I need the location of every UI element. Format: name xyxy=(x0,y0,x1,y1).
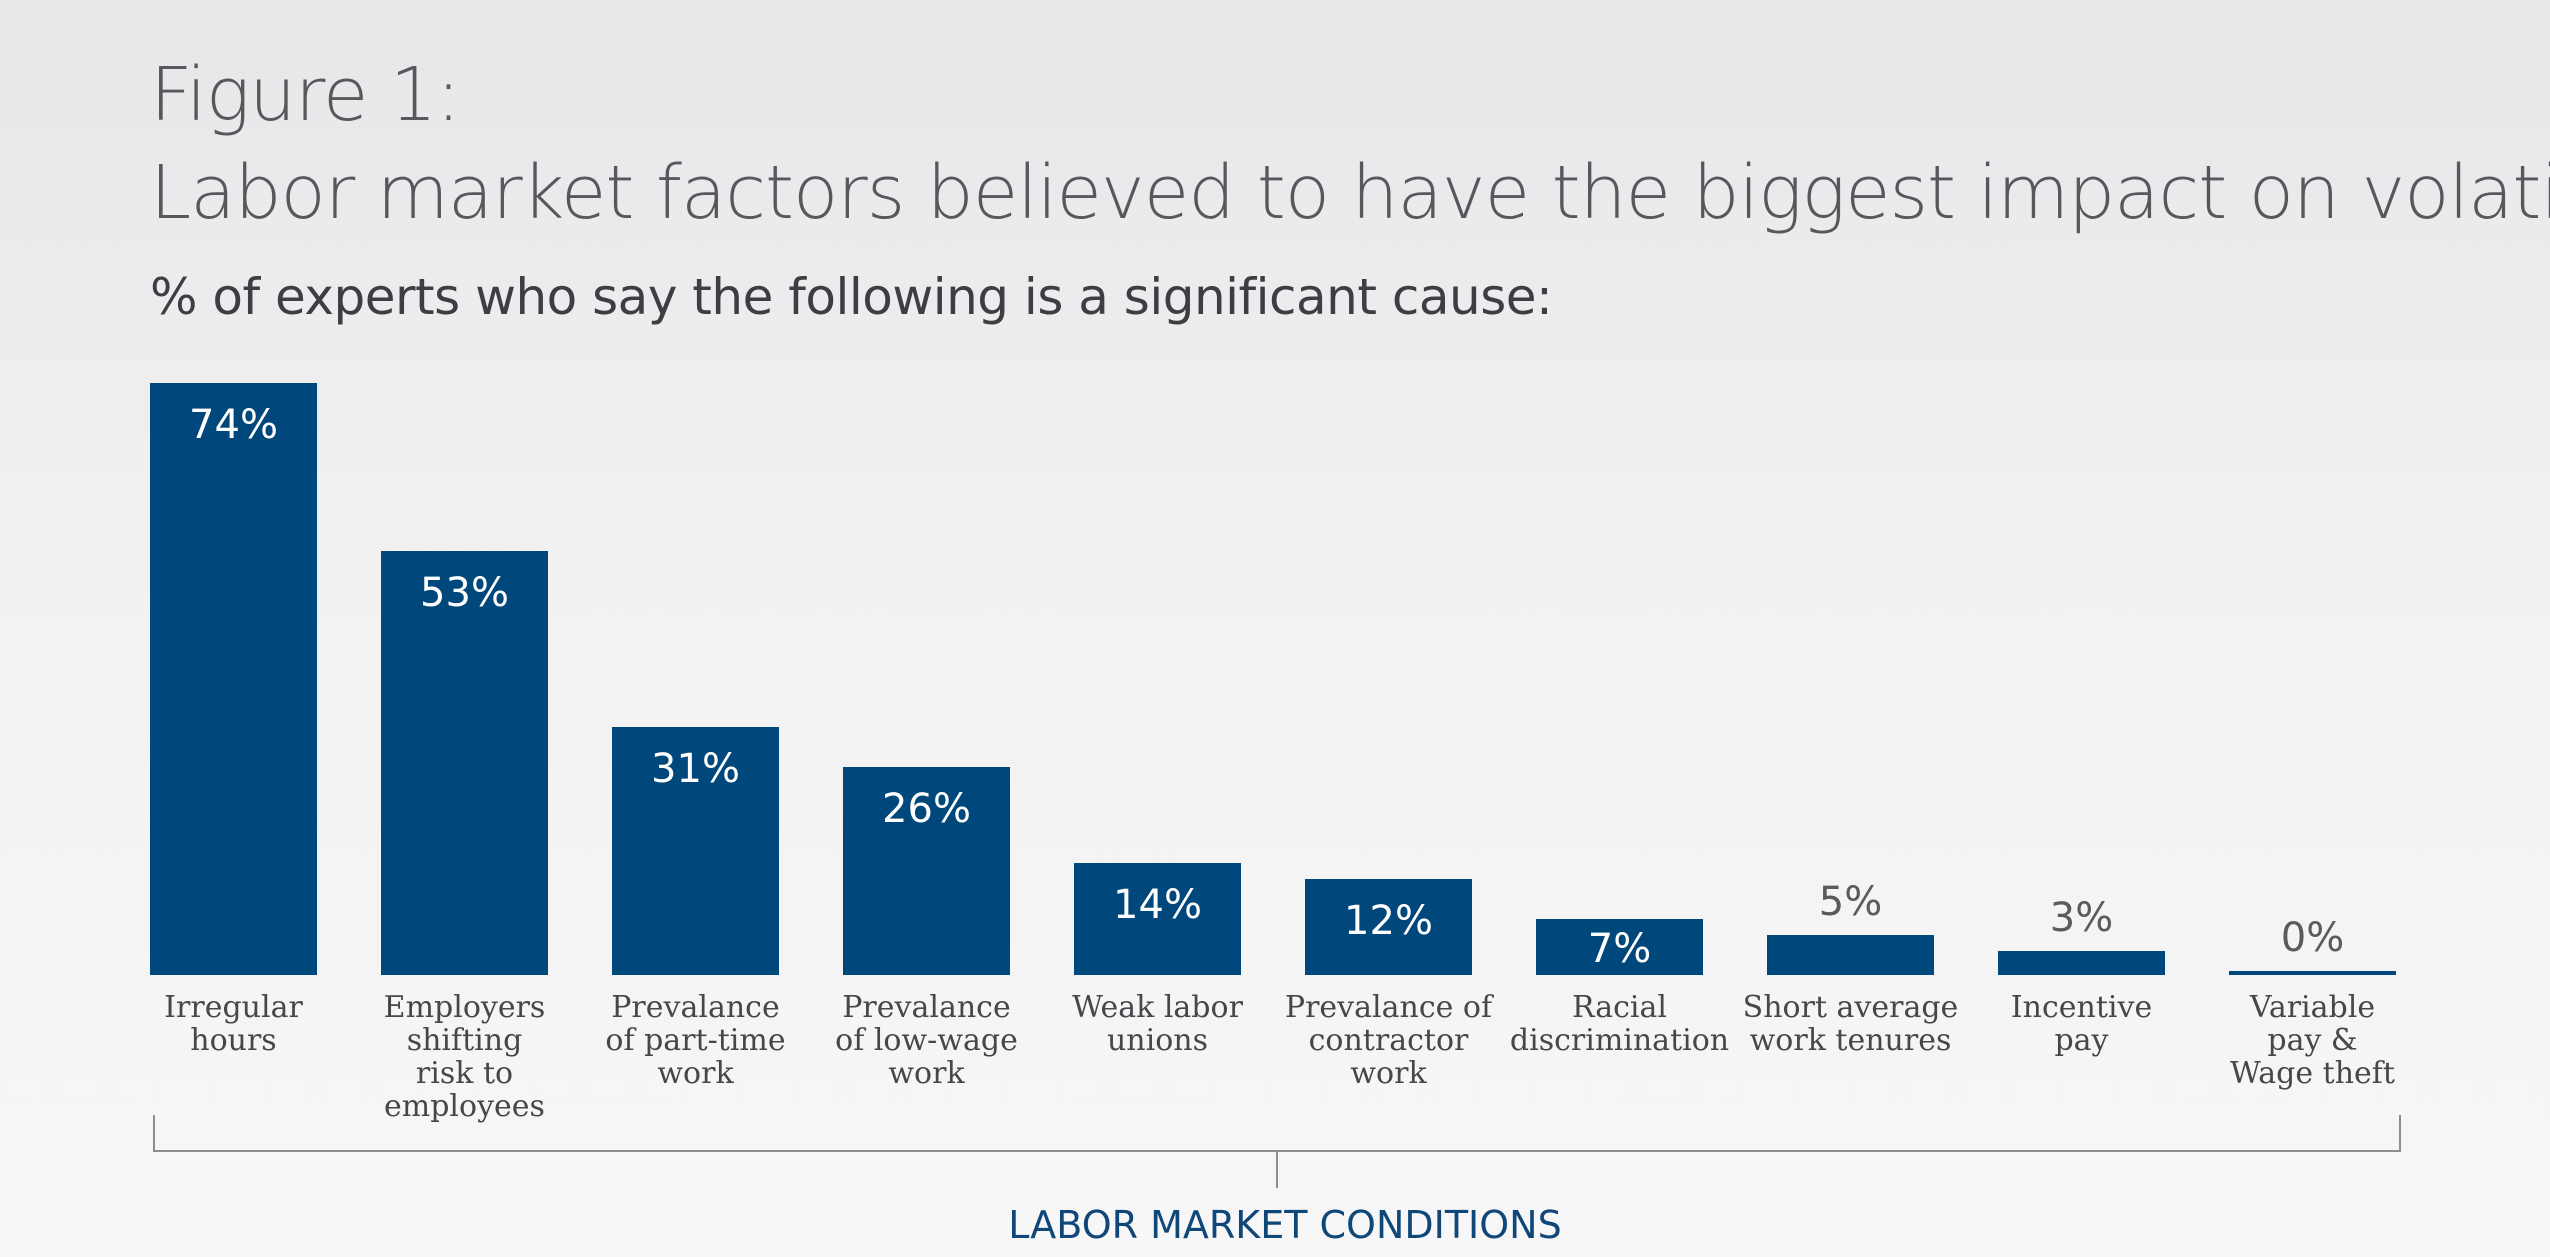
bar-value-label-3: 31% xyxy=(651,746,740,792)
category-label-10: Variable pay & Wage theft xyxy=(2230,990,2395,1091)
value-labels-group: 74% 53% 31% 26% 14% 12% 7% 5% 3% 0% xyxy=(189,402,2344,972)
category-label-6: Prevalance of contractor work xyxy=(1285,990,1494,1091)
group-bracket xyxy=(153,1115,2401,1188)
bar-value-label-7: 7% xyxy=(1588,926,1651,972)
bar-value-label-10: 0% xyxy=(2281,915,2344,961)
bars-group xyxy=(150,383,2396,975)
category-label-8: Short average work tenures xyxy=(1743,990,1959,1058)
chart-title: Labor market factors believed to have th… xyxy=(150,150,2550,236)
bar-value-label-5: 14% xyxy=(1113,882,1202,928)
bar-6 xyxy=(1305,879,1472,975)
bar-value-label-1: 74% xyxy=(189,402,278,448)
x-axis-group-label: LABOR MARKET CONDITIONS xyxy=(1008,1203,1561,1247)
category-label-5: Weak labor unions xyxy=(1072,990,1243,1058)
bar-value-label-4: 26% xyxy=(882,786,971,832)
bar-value-label-2: 53% xyxy=(420,570,509,616)
bar-7 xyxy=(1536,919,1703,975)
category-label-3: Prevalance of part-time work xyxy=(605,990,785,1091)
category-label-4: Prevalance of low-wage work xyxy=(835,990,1018,1091)
bar-1 xyxy=(150,383,317,975)
category-label-9: Incentive pay xyxy=(2011,990,2152,1058)
category-label-2: Employers shifting risk to employees xyxy=(384,990,546,1124)
category-label-7: Racial discrimination xyxy=(1510,990,1729,1058)
figure-label: Figure 1: xyxy=(150,52,461,138)
bar-8 xyxy=(1767,935,1934,975)
category-labels-group: Irregular hours Employers shifting risk to em… xyxy=(164,990,2395,1124)
bar-value-label-6: 12% xyxy=(1344,898,1433,944)
chart-subtitle: % of experts who say the following is a … xyxy=(150,268,1553,326)
bar-value-label-9: 3% xyxy=(2050,895,2113,941)
bar-3 xyxy=(612,727,779,975)
bar-5 xyxy=(1074,863,1241,975)
bar-value-label-8: 5% xyxy=(1819,879,1882,925)
bar-2 xyxy=(381,551,548,975)
category-label-1: Irregular hours xyxy=(164,990,303,1058)
bar-10 xyxy=(2229,971,2396,975)
bar-9 xyxy=(1998,951,2165,975)
bar-4 xyxy=(843,767,1010,975)
